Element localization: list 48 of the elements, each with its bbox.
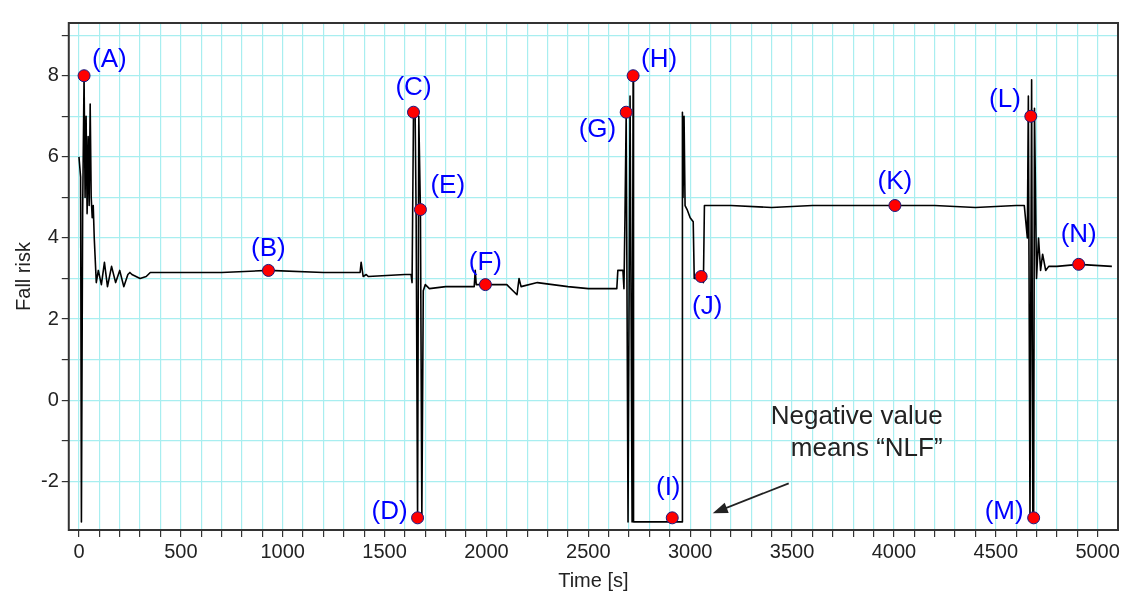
x-tick-label: 1500 (362, 539, 407, 562)
point (619, 105, 633, 119)
point (261, 263, 275, 277)
annotation: (I) (655, 471, 681, 501)
y-tick-label: 8 (47, 63, 59, 86)
annotation: (B) (251, 231, 286, 262)
point (1027, 511, 1041, 525)
point (626, 69, 640, 83)
annotation: (D) (371, 495, 408, 525)
y-tick-label: 4 (47, 225, 59, 248)
x-tick-label: 5000 (1075, 539, 1120, 562)
annotation: (F) (468, 245, 503, 276)
x-tick-label: 2000 (464, 539, 509, 562)
annotation: (E) (430, 168, 466, 199)
annotation: (M) (984, 495, 1024, 525)
annotation: (H) (641, 42, 678, 73)
annotation: (J) (692, 289, 723, 320)
x-axis-title: Time [s] (558, 568, 629, 591)
x-tick-label: 4500 (973, 539, 1019, 562)
annotation: (G) (578, 113, 617, 144)
y-axis-title: Fall risk (11, 241, 34, 311)
x-tick-label: 2500 (566, 539, 611, 562)
point (1072, 257, 1086, 271)
y-tick-label: 6 (47, 144, 59, 167)
y-tick-label: 0 (47, 387, 59, 410)
annotation: (C) (395, 71, 432, 102)
annotation: (L) (989, 83, 1021, 114)
x-tick-label: 500 (164, 539, 198, 562)
annotation: Negative value means “NLF” (770, 400, 943, 463)
x-tick-label: 0 (73, 539, 85, 562)
point (1024, 109, 1038, 123)
annotation: (A) (92, 42, 127, 73)
point (413, 203, 427, 217)
x-tick-label: 4000 (871, 539, 917, 562)
x-tick-label: 3000 (667, 539, 713, 562)
y-tick-label: 2 (47, 306, 59, 329)
point (888, 199, 902, 213)
point (407, 105, 420, 119)
point (478, 278, 492, 292)
point (77, 69, 91, 83)
y-tick-label: -2 (40, 468, 59, 491)
point (411, 511, 425, 525)
annotation: (K) (877, 164, 913, 195)
point (665, 511, 679, 525)
point (694, 270, 708, 283)
annotation: (N) (1060, 217, 1097, 248)
x-tick-label: 1000 (260, 539, 305, 562)
x-tick-label: 3500 (769, 539, 815, 562)
